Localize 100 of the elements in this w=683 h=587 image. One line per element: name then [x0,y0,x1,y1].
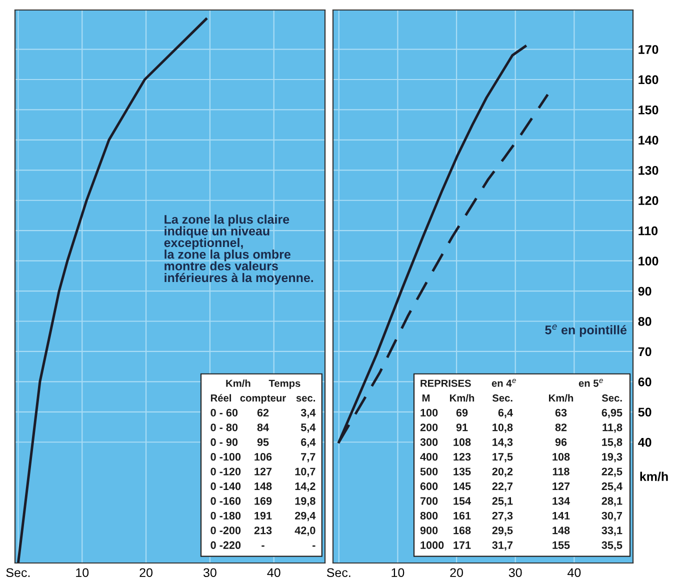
x-tick-label: 10 [392,568,404,578]
annotation: 28,1 [602,497,622,506]
annotation: 200 [420,424,438,432]
annotation: Sec. [602,394,622,402]
annotation: 400 [420,452,438,461]
y-axis-title: km/h [640,472,668,482]
y-tick-label: 170 [638,45,658,54]
annotation: sec. [296,396,316,402]
annotation: 7,7 [301,453,316,462]
y-tick-label: 150 [638,106,658,114]
annotation: 14,2 [295,482,316,492]
x-tick-label: 10 [76,568,89,578]
annotation: 0 -180 [210,512,241,520]
annotation: 0 -200 [210,526,241,534]
annotation: 148 [254,482,272,490]
annotation: 29,5 [492,526,513,536]
annotation: 3,4 [300,408,316,418]
annotation: 134 [552,497,570,505]
annotation: 600 [420,482,438,490]
annotation: 0 -100 [210,452,241,461]
x-tick-label: 20 [450,568,463,578]
y-tick-label: 140 [638,136,658,145]
annotation: 0 -220 [210,541,241,549]
annotation: - [262,545,264,547]
annotation: Temps [268,380,300,389]
annotation: 700 [420,497,438,505]
annotation: 17,5 [492,453,513,462]
annotation: 213 [254,526,272,534]
annotation: 35,5 [602,541,622,551]
annotation: 123 [454,452,471,461]
annotation: 900 [420,526,438,534]
annotation: 10,8 [492,424,513,433]
annotation: 5,4 [300,424,316,433]
annotation: 25,1 [492,497,513,506]
annotation: Sec. [492,394,512,402]
annotation: 30,7 [602,512,622,522]
annotation: 127 [254,468,272,476]
annotation: 161 [454,512,471,520]
annotation: 10,7 [295,468,316,477]
annotation: 6,95 [602,408,622,418]
annotation: REPRISES [420,380,471,387]
annotation: 19,3 [602,452,622,462]
annotation: 6,4 [498,408,513,418]
annotation: 96 [555,438,567,446]
annotation: 191 [254,512,272,520]
annotation: 11,8 [602,424,622,433]
annotation: 141 [552,512,570,520]
annotation: Km/h [450,394,474,402]
annotation: M [422,394,430,402]
annotation: 135 [454,468,471,476]
annotation: 0 -160 [210,497,241,505]
annotation: - [312,545,316,547]
annotation: 800 [420,512,438,520]
annotation: 148 [552,526,570,534]
annotation: 0 -140 [210,482,241,490]
annotation: 500 [420,468,438,476]
annotation: 145 [454,482,471,490]
y-tick-label: 110 [638,226,658,236]
annotation: 5$^{e}$ en pointillé [545,324,627,337]
annotation: en 4$^{e}$ [492,378,516,387]
x-tick-label: Sec. [6,568,30,578]
annotation: 14,3 [492,438,513,448]
annotation: 63 [555,408,567,417]
annotation: 84 [257,424,269,432]
annotation: 95 [257,438,269,446]
y-tick-label: 70 [638,347,652,356]
annotation: 118 [552,468,570,476]
annotation: 19,8 [295,497,316,506]
annotation: 6,4 [301,438,316,448]
y-tick-label: 120 [638,196,658,206]
y-tick-label: 60 [638,377,652,386]
annotation: 33,1 [602,526,622,536]
x-tick-label: 40 [568,568,581,578]
annotation: 20,2 [492,468,513,477]
annotation: 168 [454,526,471,534]
annotation: 27,3 [492,512,513,522]
x-tick-label: 30 [508,568,522,578]
annotation: en 5$^{e}$ [578,378,603,387]
annotation: 0 -120 [210,468,241,476]
y-tick-label: 100 [638,256,658,266]
annotation: 0 - 60 [210,408,238,417]
annotation: 22,7 [492,482,513,492]
annotation: 42,0 [294,526,316,536]
y-tick-label: 90 [638,286,652,296]
annotation: 29,4 [294,512,316,522]
annotation: 300 [420,438,438,446]
x-tick-label: Sec. [326,568,350,578]
annotation: 106 [254,452,272,461]
annotation: 108 [552,452,570,461]
annotation: 1000 [420,541,444,549]
annotation: Réel [210,394,231,402]
annotation: 0 - 80 [210,424,238,432]
annotation: 31,7 [492,541,513,551]
annotation: 155 [552,541,570,549]
annotation: 25,4 [602,482,622,492]
annotation: 15,8 [602,438,622,448]
y-tick-label: 80 [638,317,652,326]
annotation: Km/h [226,379,250,387]
annotation: 108 [454,438,471,446]
annotation: 22,5 [602,468,622,477]
